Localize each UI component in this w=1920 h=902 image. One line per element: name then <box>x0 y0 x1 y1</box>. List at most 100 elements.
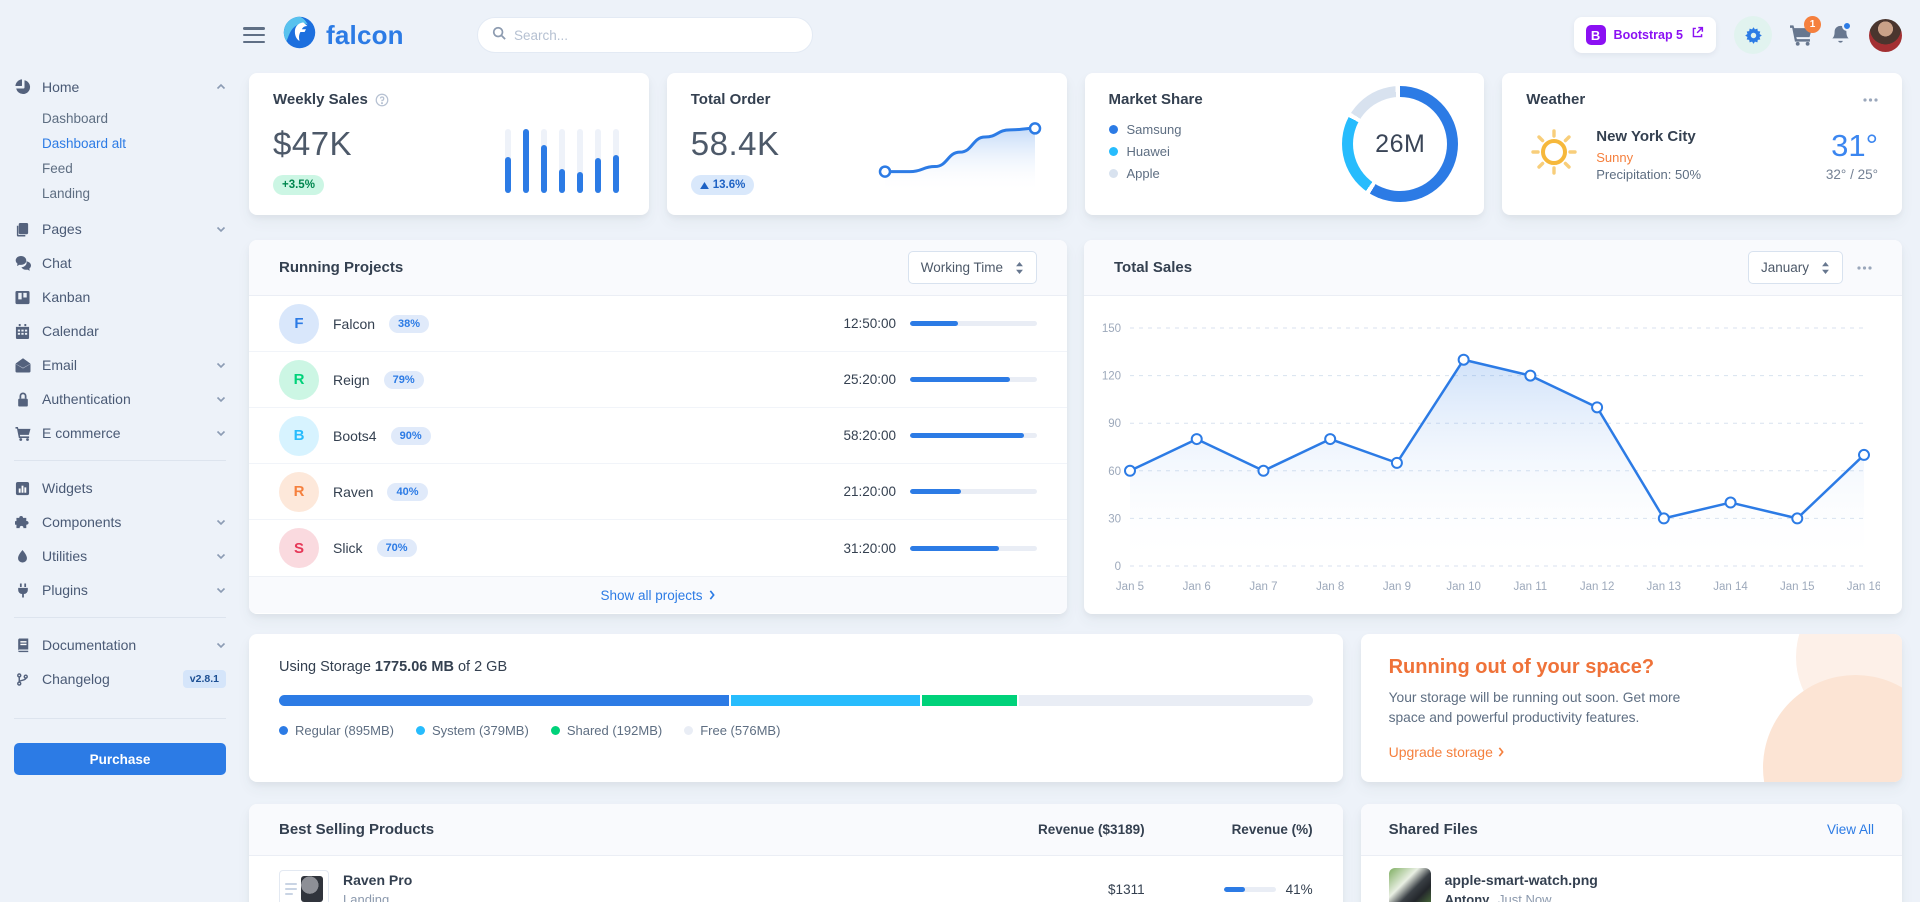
search-bar <box>477 17 813 53</box>
middle-row: Running Projects Working Time F Falcon 3… <box>249 240 1902 614</box>
weekly-sales-card: Weekly Sales $47K +3.5% <box>249 73 649 215</box>
user-avatar[interactable] <box>1869 18 1902 52</box>
svg-text:Jan 13: Jan 13 <box>1647 581 1682 593</box>
svg-text:Jan 12: Jan 12 <box>1580 581 1615 593</box>
svg-text:60: 60 <box>1108 466 1121 478</box>
external-link-icon <box>1691 26 1704 44</box>
hamburger-menu-icon[interactable] <box>243 27 265 43</box>
bootstrap-icon: B <box>1585 25 1606 45</box>
sidebar-item-chat[interactable]: Chat <box>14 246 226 280</box>
sidebar-item-email[interactable]: Email <box>14 348 226 382</box>
product-name[interactable]: Raven Pro <box>343 871 413 888</box>
working-time-select[interactable]: Working Time <box>907 251 1037 284</box>
storage-card: Using Storage 1775.06 MB of 2 GB Regular… <box>249 634 1343 782</box>
sidebar-item-plugins[interactable]: Plugins <box>14 573 226 607</box>
notifications-bell-icon[interactable] <box>1830 21 1852 46</box>
sidebar-divider <box>14 460 226 461</box>
panel-title: Running Projects <box>279 259 404 276</box>
bootstrap-badge[interactable]: B Bootstrap 5 <box>1573 17 1716 53</box>
falcon-logo-icon <box>281 14 318 56</box>
sidebar-item-dashboard-alt[interactable]: Dashboard alt <box>42 136 127 151</box>
weekly-sales-bar-chart <box>504 129 619 193</box>
sidebar-item-components[interactable]: Components <box>14 505 226 539</box>
cart-icon[interactable]: 1 <box>1790 16 1821 46</box>
sidebar-item-widgets[interactable]: Widgets <box>14 471 226 505</box>
space-heading: Running out of your space? <box>1388 656 1655 678</box>
legend-dot <box>550 726 560 735</box>
total-order-spark-chart <box>875 104 1045 199</box>
code-branch-icon <box>14 672 31 687</box>
total-order-badge: 13.6% <box>690 175 755 195</box>
kanban-icon <box>14 290 31 305</box>
svg-text:Jan 5: Jan 5 <box>1116 581 1144 593</box>
plug-icon <box>14 583 31 598</box>
legend-dot <box>684 726 694 735</box>
sidebar-item-ecommerce[interactable]: E commerce <box>14 416 226 450</box>
month-select[interactable]: January <box>1747 251 1843 284</box>
weather-condition: Sunny <box>1596 149 1634 165</box>
chevron-right-icon <box>1498 747 1504 757</box>
project-time: 12:50:00 <box>843 316 896 331</box>
sidebar-item-authentication[interactable]: Authentication <box>14 382 226 416</box>
column-revenue-pct: Revenue (%) <box>1231 822 1313 837</box>
topbar: falcon B Bootstrap 5 1 <box>243 0 1902 70</box>
puzzle-icon <box>14 515 31 530</box>
running-projects-panel: Running Projects Working Time F Falcon 3… <box>249 240 1067 614</box>
chevron-down-icon <box>216 394 226 404</box>
settings-gear-icon[interactable] <box>1734 16 1772 54</box>
project-row: R Reign 79% 25:20:00 <box>249 352 1067 408</box>
home-subnav: Dashboard Dashboard alt Feed Landing <box>42 106 226 206</box>
sidebar-item-changelog[interactable]: Changelog v2.8.1 <box>14 662 226 696</box>
chevron-down-icon <box>216 224 226 234</box>
svg-text:Jan 7: Jan 7 <box>1249 581 1277 593</box>
more-options-icon[interactable] <box>1863 97 1878 102</box>
card-title: Weekly Sales <box>273 91 368 108</box>
topbar-actions: B Bootstrap 5 1 <box>1573 16 1902 54</box>
storage-legend: Regular (895MB) System (379MB) Shared (1… <box>279 723 1313 738</box>
sidebar-item-documentation[interactable]: Documentation <box>14 628 226 662</box>
file-name[interactable]: apple-smart-watch.png <box>1444 871 1598 888</box>
version-badge: v2.8.1 <box>182 670 226 688</box>
sidebar-item-calendar[interactable]: Calendar <box>14 314 226 348</box>
svg-text:150: 150 <box>1102 323 1121 335</box>
product-category: Landing <box>343 891 390 902</box>
sidebar-item-landing[interactable]: Landing <box>42 186 91 201</box>
sidebar-item-utilities[interactable]: Utilities <box>14 539 226 573</box>
sidebar-item-dashboard[interactable]: Dashboard <box>42 111 109 126</box>
chevron-down-icon <box>216 428 226 438</box>
view-all-link[interactable]: View All <box>1826 822 1874 837</box>
calendar-icon <box>14 323 31 339</box>
chevron-down-icon <box>216 517 226 527</box>
storage-used: 1775.06 MB <box>374 659 454 675</box>
sidebar-item-feed[interactable]: Feed <box>42 161 73 176</box>
total-order-card: Total Order 58.4K 13.6% <box>666 73 1067 215</box>
weather-city: New York City <box>1596 127 1696 145</box>
droplet-icon <box>14 549 31 564</box>
show-all-projects-link[interactable]: Show all projects <box>249 576 1067 613</box>
help-circle-icon[interactable] <box>375 93 389 107</box>
sidebar-item-kanban[interactable]: Kanban <box>14 280 226 314</box>
book-icon <box>14 638 31 653</box>
storage-segment-shared <box>921 695 1019 706</box>
best-selling-panel: Best Selling Products Revenue ($3189) Re… <box>249 804 1343 902</box>
weather-card: Weather New York City Sunny <box>1502 73 1902 215</box>
project-row: F Falcon 38% 12:50:00 <box>249 296 1067 352</box>
upgrade-storage-link[interactable]: Upgrade storage <box>1389 744 1505 760</box>
decorative-blob <box>1763 675 1902 782</box>
market-share-donut-chart: 26M <box>1342 86 1459 202</box>
pie-chart-icon <box>14 79 31 95</box>
purchase-button[interactable]: Purchase <box>14 743 226 775</box>
weekly-sales-badge: +3.5% <box>273 175 324 195</box>
svg-text:90: 90 <box>1108 418 1121 430</box>
legend-dot <box>1108 169 1118 178</box>
search-input[interactable] <box>514 27 798 43</box>
sidebar-item-pages[interactable]: Pages <box>14 212 226 246</box>
more-options-icon[interactable] <box>1857 265 1872 270</box>
file-user: Antony <box>1444 891 1490 902</box>
project-row: S Slick 70% 31:20:00 <box>249 520 1067 576</box>
sidebar-divider <box>14 617 226 618</box>
sidebar-item-home[interactable]: Home <box>14 70 226 104</box>
storage-segment-regular <box>279 695 731 706</box>
storage-segment-system <box>730 695 922 706</box>
brand-logo[interactable]: falcon <box>281 14 477 56</box>
